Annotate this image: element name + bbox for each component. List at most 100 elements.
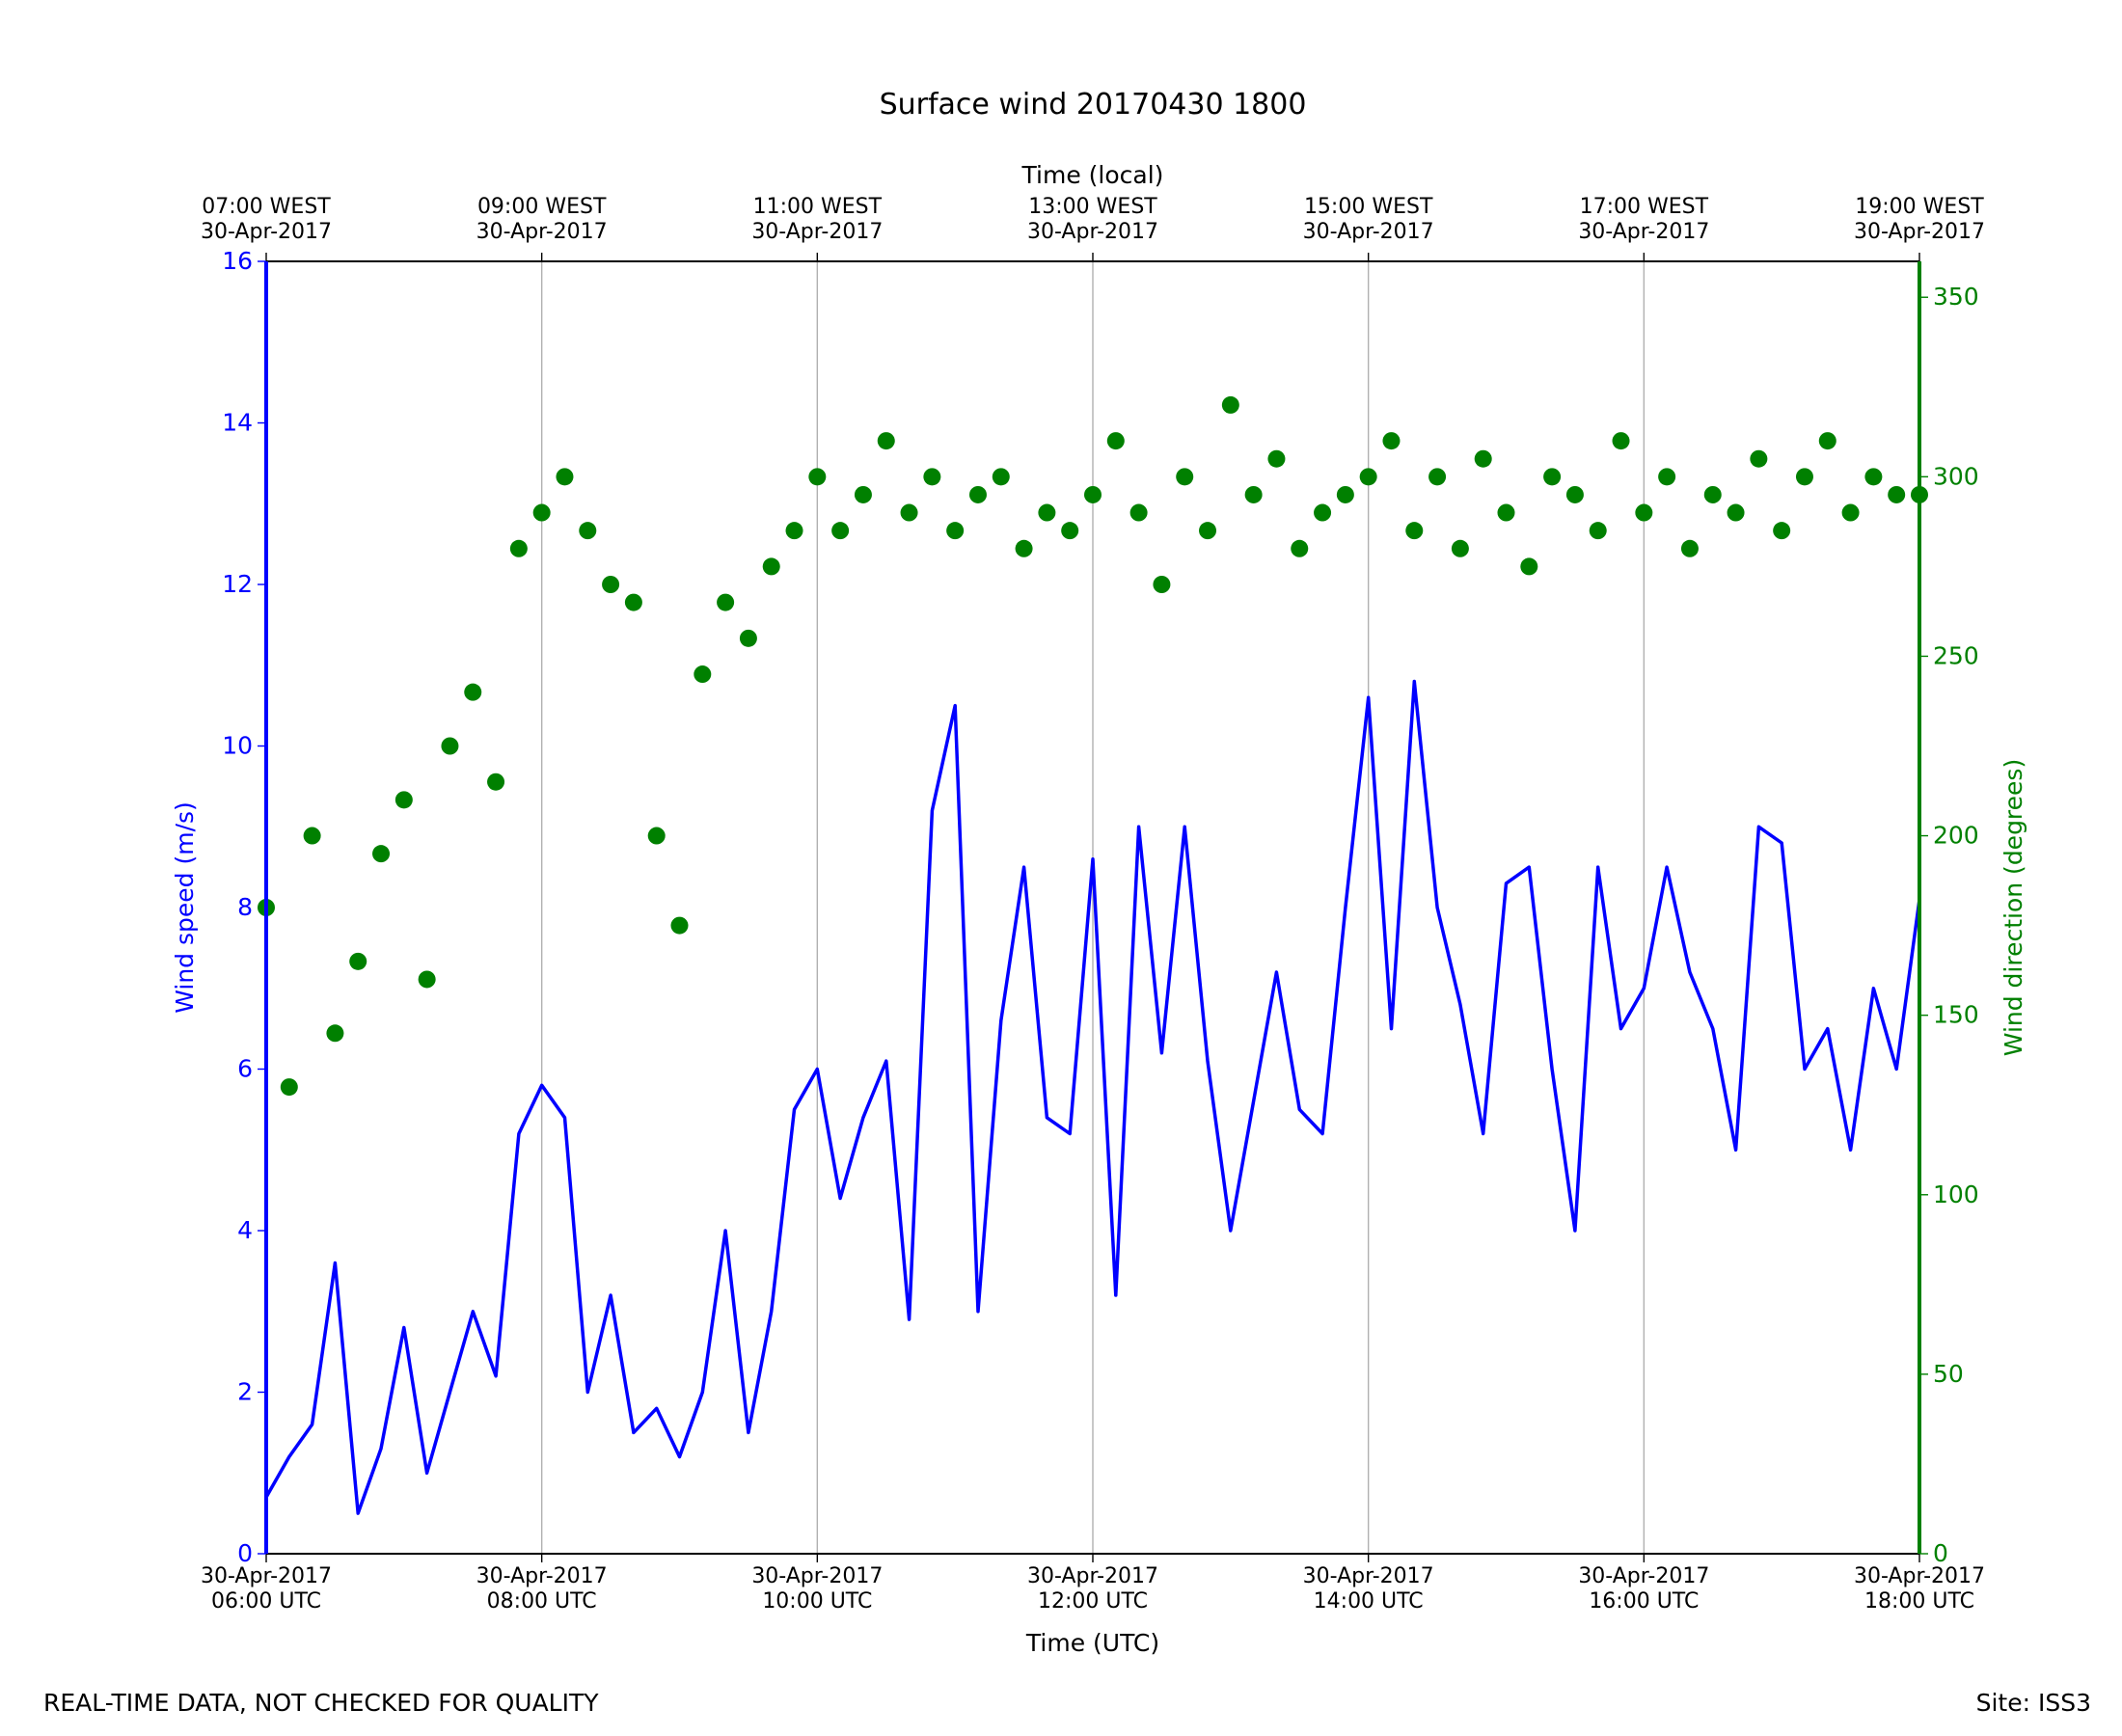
wind-direction-point — [831, 522, 850, 540]
wind-direction-point — [1727, 503, 1745, 522]
x2-tick-label-line: 30-Apr-2017 — [1854, 220, 1985, 244]
wind-direction-point — [1703, 485, 1722, 503]
wind-direction-point — [762, 557, 780, 576]
x2-tick-label: 11:00 WEST 30-Apr-2017 — [751, 195, 883, 244]
wind-direction-point — [602, 576, 620, 593]
wind-direction-point — [1543, 468, 1562, 486]
wind-direction-point — [1565, 485, 1584, 503]
x-axis-label: Time (UTC) — [1025, 1629, 1159, 1657]
wind-direction-point — [647, 827, 666, 845]
wind-direction-point — [1658, 468, 1676, 486]
site-label: Site: ISS3 — [1976, 1689, 2091, 1717]
wind-direction-point — [808, 468, 827, 486]
wind-direction-point — [372, 845, 391, 863]
x-tick-label: 30-Apr-2017 18:00 UTC — [1854, 1564, 1985, 1614]
wind-direction-point — [1359, 468, 1377, 486]
wind-direction-point — [1221, 395, 1239, 414]
wind-direction-point — [1841, 503, 1860, 522]
wind-direction-point — [1405, 522, 1424, 540]
x-tick-label: 30-Apr-2017 08:00 UTC — [476, 1564, 608, 1614]
wind-direction-point — [1129, 503, 1148, 522]
x-tick-label: 30-Apr-2017 16:00 UTC — [1578, 1564, 1709, 1614]
y-tick-label: 16 — [222, 247, 253, 275]
x2-tick-label: 13:00 WEST 30-Apr-2017 — [1027, 195, 1158, 244]
y-tick-label: 8 — [237, 893, 253, 921]
y-axis-label: Wind speed (m/s) — [171, 801, 199, 1014]
wind-direction-point — [509, 539, 528, 557]
y2-tick-label: 100 — [1933, 1180, 1979, 1208]
x2-tick-label-line: 13:00 WEST — [1028, 195, 1157, 219]
x2-tick-label-line: 07:00 WEST — [202, 195, 331, 219]
chart-title: Surface wind 20170430 1800 — [880, 88, 1307, 122]
y2-tick-label: 200 — [1933, 822, 1979, 850]
x-tick-label-line: 14:00 UTC — [1314, 1589, 1424, 1614]
x-tick-label: 30-Apr-2017 06:00 UTC — [201, 1564, 332, 1614]
footnote: REAL-TIME DATA, NOT CHECKED FOR QUALITY — [43, 1689, 599, 1717]
wind-direction-point — [441, 737, 459, 755]
x2-tick-label: 17:00 WEST 30-Apr-2017 — [1578, 195, 1709, 244]
y2-tick-label: 300 — [1933, 462, 1979, 490]
wind-direction-point — [624, 593, 642, 611]
wind-direction-point — [532, 503, 551, 522]
y-tick-label: 4 — [237, 1216, 253, 1244]
x-tick-label: 30-Apr-2017 12:00 UTC — [1027, 1564, 1158, 1614]
wind-direction-point — [556, 468, 574, 486]
y2-tick-label: 50 — [1933, 1360, 1964, 1388]
wind-direction-point — [303, 827, 321, 845]
y2-tick-label: 0 — [1933, 1539, 1948, 1567]
wind-direction-point — [1038, 503, 1056, 522]
wind-direction-point — [946, 522, 965, 540]
y2-axis-label: Wind direction (degrees) — [2000, 759, 2027, 1056]
wind-direction-point — [464, 683, 482, 701]
wind-direction-point — [923, 468, 941, 486]
y-tick-label: 12 — [222, 570, 253, 598]
x2-tick-label-line: 17:00 WEST — [1580, 195, 1709, 219]
y-tick-label: 10 — [222, 732, 253, 760]
wind-direction-point — [1818, 432, 1836, 450]
wind-direction-point — [1336, 485, 1354, 503]
x2-tick-label-line: 30-Apr-2017 — [476, 220, 608, 244]
wind-direction-point — [854, 485, 872, 503]
wind-direction-point — [1267, 449, 1286, 468]
wind-direction-point — [1244, 485, 1263, 503]
x-tick-label-line: 30-Apr-2017 — [201, 1564, 332, 1588]
wind-speed-line — [264, 679, 1921, 1515]
wind-direction-point — [394, 791, 413, 809]
wind-direction-point — [1795, 468, 1813, 486]
y-tick-label: 0 — [237, 1539, 253, 1567]
wind-direction-point — [1176, 468, 1194, 486]
x-tick-label-line: 18:00 UTC — [1864, 1589, 1974, 1614]
wind-direction-point — [1750, 449, 1768, 468]
wind-direction-point — [1864, 468, 1883, 486]
wind-direction-point — [1382, 432, 1401, 450]
wind-direction-point — [968, 485, 987, 503]
y2-tick-label: 250 — [1933, 641, 1979, 669]
y-tick-label: 14 — [222, 409, 253, 437]
wind-direction-point — [418, 970, 436, 989]
x2-tick-label-line: 30-Apr-2017 — [1578, 220, 1709, 244]
x-tick-label-line: 16:00 UTC — [1589, 1589, 1699, 1614]
x-tick-label: 30-Apr-2017 14:00 UTC — [1303, 1564, 1434, 1614]
x2-tick-label-line: 11:00 WEST — [753, 195, 883, 219]
wind-direction-point — [1451, 539, 1469, 557]
wind-direction-point — [1773, 522, 1791, 540]
wind-direction-point — [1520, 557, 1538, 576]
x2-tick-label: 15:00 WEST 30-Apr-2017 — [1303, 195, 1434, 244]
wind-direction-point — [280, 1078, 298, 1097]
wind-direction-point — [1061, 522, 1079, 540]
x2-tick-label-line: 30-Apr-2017 — [1303, 220, 1434, 244]
x2-tick-label-line: 19:00 WEST — [1855, 195, 1984, 219]
x2-tick-label-line: 30-Apr-2017 — [751, 220, 883, 244]
wind-direction-point — [877, 432, 895, 450]
x-tick-label-line: 12:00 UTC — [1038, 1589, 1148, 1614]
x-tick-label: 30-Apr-2017 10:00 UTC — [751, 1564, 883, 1614]
y-tick-label: 6 — [237, 1055, 253, 1083]
wind-direction-point — [1106, 432, 1125, 450]
wind-direction-point — [1497, 503, 1515, 522]
wind-direction-point — [694, 665, 712, 684]
wind-direction-point — [670, 916, 689, 935]
wind-direction-point — [1015, 539, 1033, 557]
wind-direction-point — [1589, 522, 1607, 540]
